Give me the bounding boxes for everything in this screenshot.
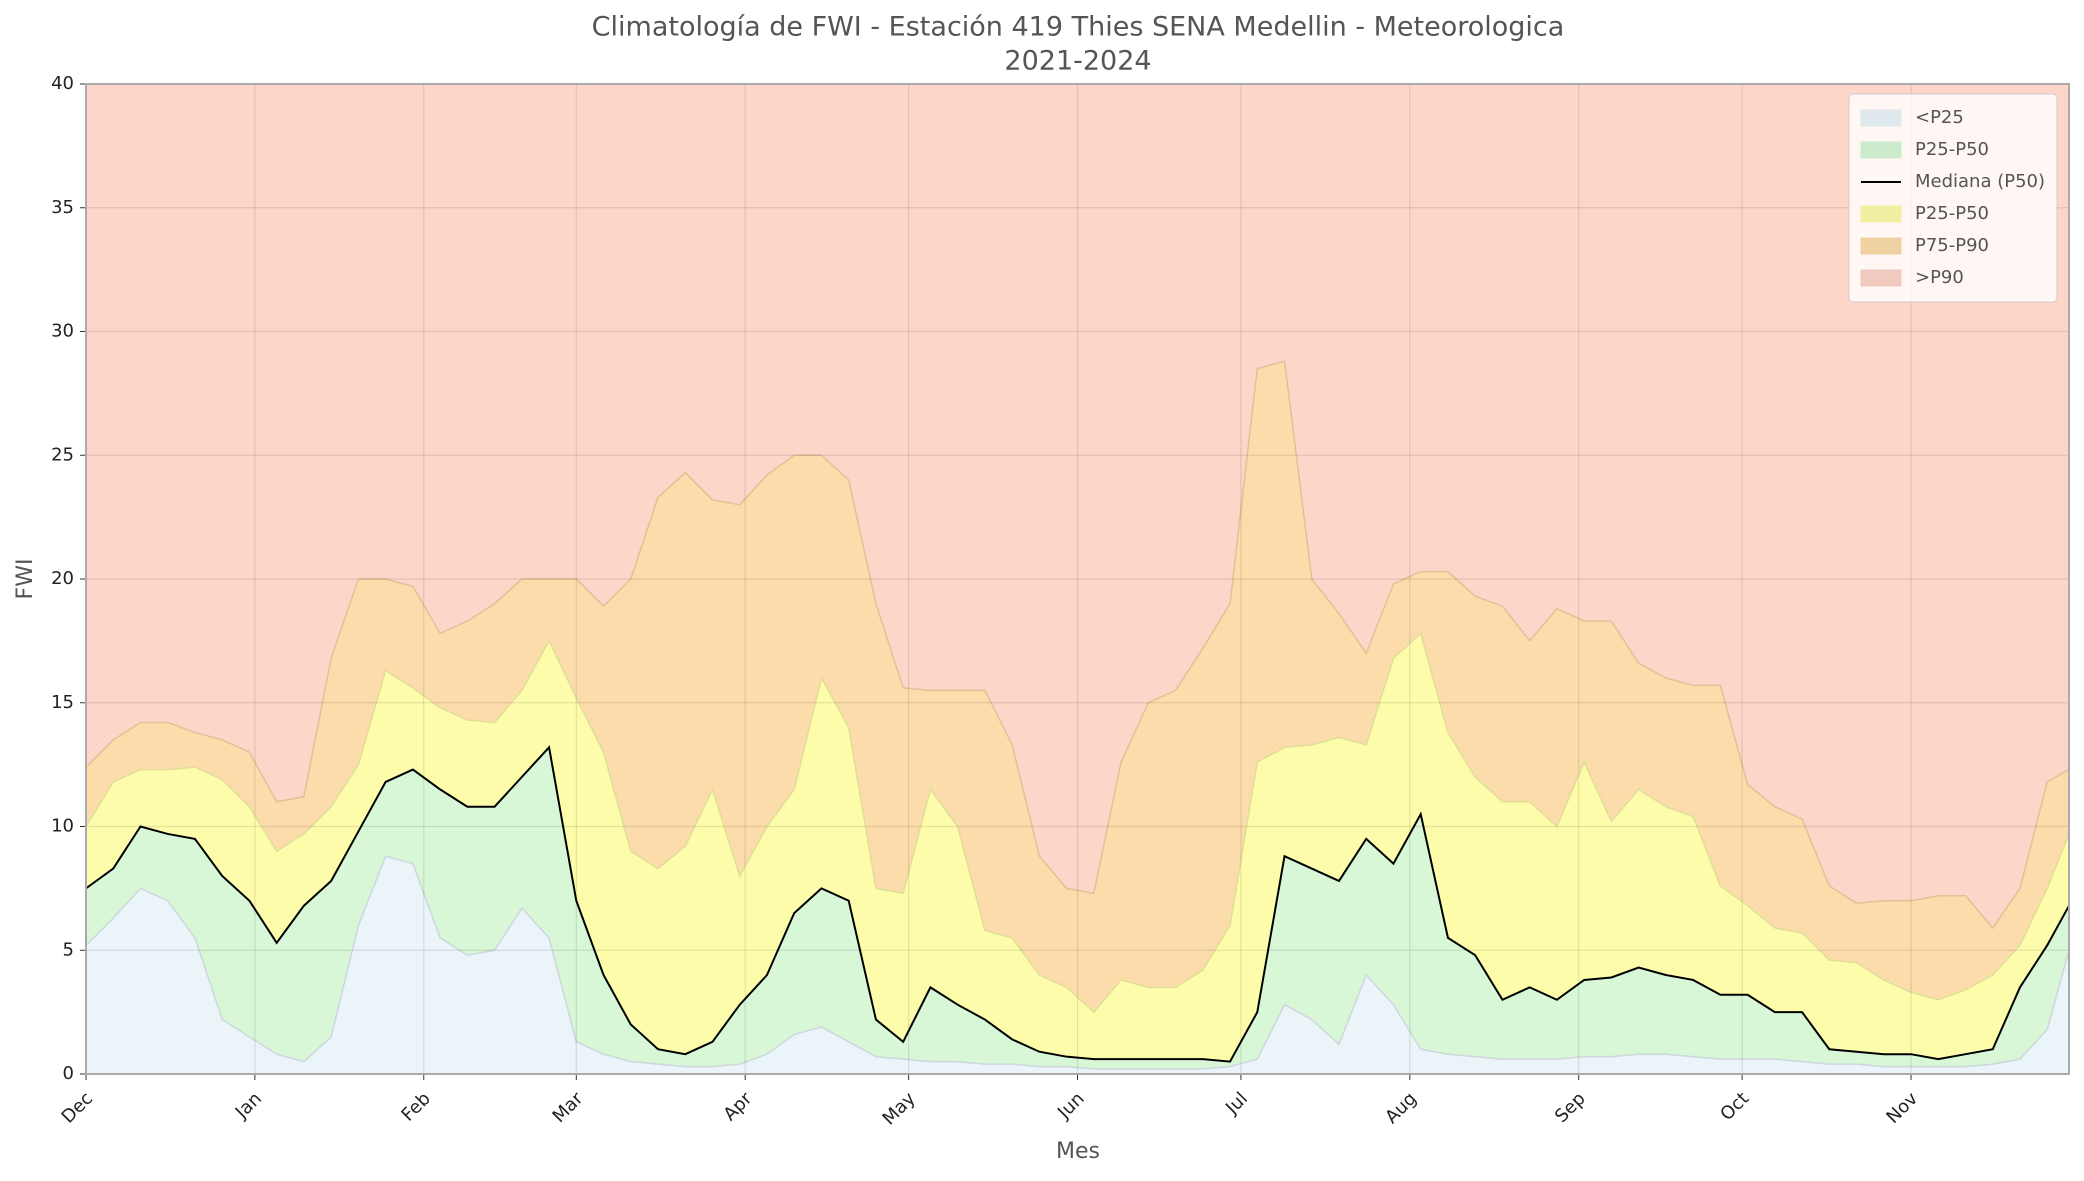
legend-swatch bbox=[1860, 269, 1902, 287]
median-line bbox=[85, 745, 2070, 1063]
y-tick-label: 40 bbox=[51, 73, 74, 94]
y-tick-label: 30 bbox=[51, 321, 74, 342]
y-tick-label: 25 bbox=[51, 444, 74, 465]
chart-title: Climatología de FWI - Estación 419 Thies… bbox=[592, 12, 1565, 43]
band-area bbox=[86, 84, 2069, 928]
band-area bbox=[86, 856, 2069, 1074]
legend-swatch bbox=[1860, 237, 1902, 255]
band-edge bbox=[85, 360, 2070, 930]
x-axis-label: Mes bbox=[1056, 1139, 1100, 1164]
x-tick-label: Oct bbox=[1716, 1088, 1753, 1125]
x-tick-label: Jul bbox=[1221, 1088, 1252, 1119]
legend-swatch bbox=[1860, 205, 1902, 223]
x-tick-label: Aug bbox=[1381, 1088, 1421, 1128]
band-area bbox=[86, 361, 2069, 1013]
y-tick-label: 10 bbox=[51, 816, 74, 837]
y-axis-label: FWI bbox=[13, 559, 38, 600]
x-tick-label: Sep bbox=[1551, 1088, 1590, 1127]
chart-subtitle: 2021-2024 bbox=[1004, 46, 1151, 77]
legend-label: P25-P50 bbox=[1915, 139, 1989, 160]
x-tick-label: Jan bbox=[231, 1088, 266, 1123]
x-tick-label: Dec bbox=[58, 1088, 97, 1127]
y-tick-label: 15 bbox=[51, 692, 74, 713]
x-tick-label: Jun bbox=[1053, 1088, 1088, 1123]
y-tick-label: 35 bbox=[51, 197, 74, 218]
legend-label: >P90 bbox=[1915, 267, 1964, 288]
y-tick-label: 20 bbox=[51, 568, 74, 589]
x-tick-label: May bbox=[879, 1088, 920, 1129]
legend-label: <P25 bbox=[1915, 107, 1964, 128]
x-tick-label: Mar bbox=[549, 1088, 588, 1127]
x-tick-label: Nov bbox=[1882, 1088, 1922, 1128]
legend-label: Mediana (P50) bbox=[1915, 171, 2045, 192]
legend-swatch bbox=[1860, 109, 1902, 127]
plot-frame bbox=[85, 83, 2070, 1075]
x-tick-label: Apr bbox=[719, 1088, 756, 1125]
band-edge bbox=[85, 632, 2070, 1014]
legend: <P25 P25-P50 Mediana (P50) P25-P50 P75-P90 >P… bbox=[1848, 93, 2058, 303]
legend-label: P75-P90 bbox=[1915, 235, 1989, 256]
band-edge bbox=[85, 855, 2070, 1070]
y-tick-label: 5 bbox=[63, 939, 74, 960]
x-tick-label: Feb bbox=[397, 1088, 434, 1125]
legend-swatch bbox=[1860, 141, 1902, 159]
y-tick-label: 0 bbox=[63, 1063, 74, 1084]
legend-label: P25-P50 bbox=[1915, 203, 1989, 224]
band-area bbox=[86, 633, 2069, 1062]
